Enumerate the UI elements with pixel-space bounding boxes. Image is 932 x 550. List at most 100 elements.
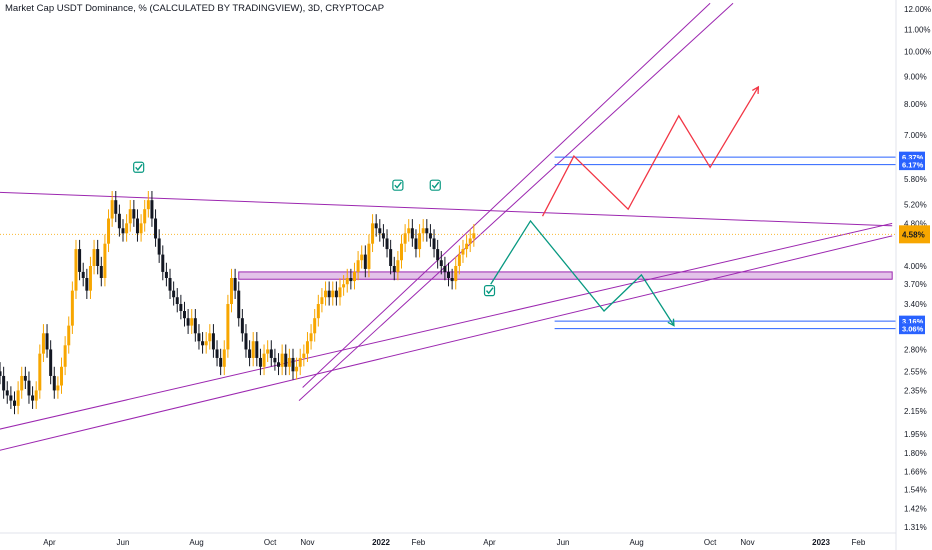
candle[interactable] [305, 332, 309, 362]
candle[interactable] [41, 324, 45, 362]
candle[interactable] [85, 268, 89, 299]
candle[interactable] [313, 309, 317, 342]
trend-line[interactable] [0, 235, 893, 456]
candle[interactable] [190, 309, 194, 334]
candle[interactable] [371, 214, 375, 253]
projection-path[interactable] [490, 219, 675, 326]
candle[interactable] [193, 309, 197, 342]
candle[interactable] [414, 229, 418, 258]
candle[interactable] [222, 340, 226, 376]
candle[interactable] [334, 281, 338, 306]
candle[interactable] [208, 324, 212, 350]
candle[interactable] [67, 316, 71, 354]
candle[interactable] [262, 344, 266, 376]
candle[interactable] [157, 229, 161, 263]
candle[interactable] [186, 309, 190, 334]
candle[interactable] [389, 239, 393, 275]
candle[interactable] [161, 245, 165, 281]
candle[interactable] [5, 381, 9, 404]
candle[interactable] [421, 219, 425, 242]
candle[interactable] [331, 281, 335, 306]
candle[interactable] [342, 275, 346, 296]
trend-line[interactable] [302, 2, 711, 388]
candle[interactable] [403, 224, 407, 253]
candle[interactable] [143, 199, 147, 232]
candle[interactable] [45, 324, 49, 358]
candle[interactable] [399, 234, 403, 269]
candle[interactable] [92, 239, 96, 275]
candle[interactable] [204, 332, 208, 354]
candle[interactable] [219, 348, 223, 376]
candle[interactable] [230, 268, 234, 313]
candle[interactable] [197, 324, 201, 350]
candle[interactable] [179, 294, 183, 320]
candle[interactable] [139, 214, 143, 242]
support-zone[interactable] [238, 271, 893, 280]
candle[interactable] [182, 301, 186, 327]
candle[interactable] [277, 353, 281, 376]
candle[interactable] [284, 344, 288, 376]
candle[interactable] [16, 381, 20, 415]
candle[interactable] [121, 219, 125, 242]
candle[interactable] [27, 371, 31, 404]
candle[interactable] [295, 357, 299, 380]
candle[interactable] [385, 229, 389, 258]
candle[interactable] [128, 199, 132, 232]
candle[interactable] [251, 332, 255, 367]
candle[interactable] [309, 324, 313, 350]
candle[interactable] [436, 239, 440, 269]
candle[interactable] [103, 234, 107, 287]
candle[interactable] [378, 219, 382, 242]
candle[interactable] [96, 239, 100, 275]
candle[interactable] [146, 190, 150, 218]
candle[interactable] [269, 340, 273, 367]
candle[interactable] [280, 344, 284, 376]
projection-path[interactable] [541, 86, 759, 217]
candle[interactable] [450, 268, 454, 290]
candle[interactable] [52, 366, 56, 399]
candle[interactable] [81, 262, 85, 287]
candle[interactable] [407, 219, 411, 242]
candle[interactable] [154, 209, 158, 247]
candle[interactable] [468, 229, 472, 253]
candle[interactable] [465, 234, 469, 258]
candle[interactable] [215, 340, 219, 367]
trend-line[interactable] [298, 2, 734, 401]
candle[interactable] [457, 245, 461, 275]
candle[interactable] [367, 234, 371, 278]
candle[interactable] [443, 256, 447, 281]
candle[interactable] [363, 245, 367, 278]
candle[interactable] [110, 190, 114, 227]
candle[interactable] [320, 288, 324, 313]
candle[interactable] [472, 224, 476, 247]
candle[interactable] [114, 190, 118, 223]
candle[interactable] [2, 366, 6, 399]
candle[interactable] [454, 256, 458, 290]
candle[interactable] [63, 336, 67, 376]
candle[interactable] [266, 340, 270, 362]
candle[interactable] [287, 348, 291, 376]
candle[interactable] [425, 219, 429, 242]
candle[interactable] [327, 281, 331, 306]
candle[interactable] [132, 199, 136, 227]
candle[interactable] [12, 391, 16, 415]
candle[interactable] [23, 366, 27, 390]
candle[interactable] [338, 278, 342, 306]
candle[interactable] [125, 214, 129, 242]
candle[interactable] [117, 204, 121, 237]
candle[interactable] [244, 324, 248, 358]
candle[interactable] [352, 262, 356, 290]
candle[interactable] [461, 239, 465, 263]
candle[interactable] [356, 251, 360, 281]
candle[interactable] [38, 344, 42, 399]
candle[interactable] [150, 190, 154, 227]
candle[interactable] [9, 386, 13, 409]
candle[interactable] [201, 332, 205, 354]
candle[interactable] [237, 281, 241, 327]
candle[interactable] [396, 251, 400, 281]
candle[interactable] [291, 348, 295, 380]
candle[interactable] [428, 224, 432, 247]
candle[interactable] [255, 332, 259, 367]
candle[interactable] [226, 294, 230, 358]
trend-line[interactable] [0, 191, 893, 227]
